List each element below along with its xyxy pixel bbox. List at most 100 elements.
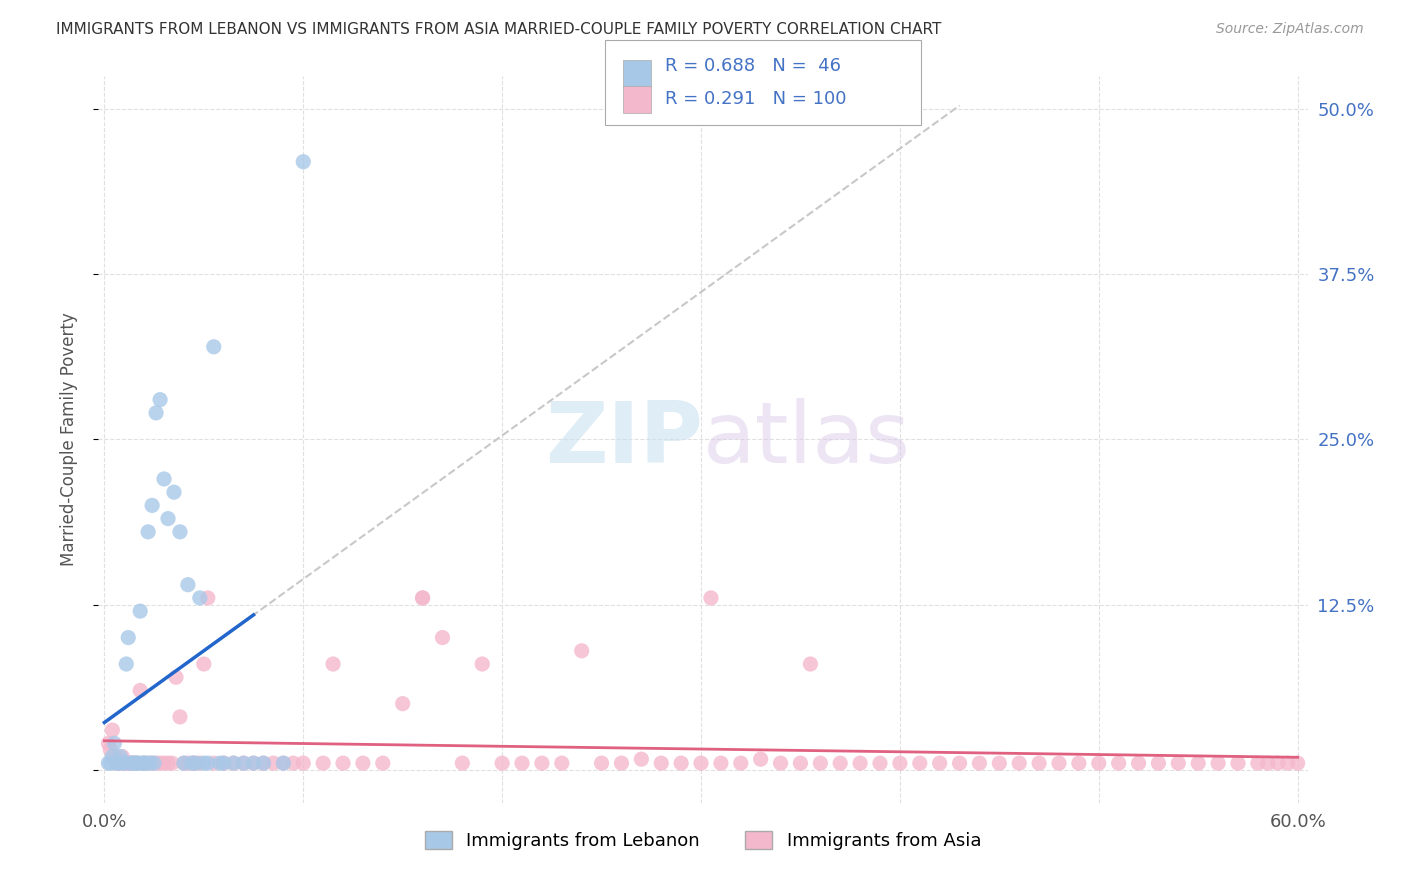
Point [591,756,613,771]
Point [136,756,159,771]
Point [232,756,254,771]
Point [111,756,134,771]
Point [97,756,120,771]
Point [183,756,205,771]
Point [222,756,245,771]
Legend: Immigrants from Lebanon, Immigrants from Asia: Immigrants from Lebanon, Immigrants from… [416,822,990,859]
Point [830,756,852,771]
Point [143,756,166,771]
Point [145,406,167,420]
Point [889,756,911,771]
Point [1147,756,1170,771]
Point [242,756,264,771]
Point [117,631,139,645]
Point [127,756,149,771]
Point [117,756,139,771]
Point [1167,756,1189,771]
Point [630,752,652,766]
Point [212,756,235,771]
Point [571,644,593,658]
Point [103,736,125,750]
Point [139,756,162,771]
Point [197,591,219,605]
Text: R = 0.688   N =  46: R = 0.688 N = 46 [665,57,841,75]
Point [710,756,733,771]
Point [208,756,231,771]
Point [121,756,143,771]
Point [115,756,138,771]
Point [177,756,200,771]
Point [551,756,574,771]
Point [157,756,180,771]
Point [131,756,153,771]
Point [690,756,713,771]
Point [222,756,245,771]
Point [808,756,831,771]
Point [371,756,394,771]
Point [173,756,195,771]
Point [212,756,235,771]
Point [101,723,124,737]
Text: atlas: atlas [703,398,911,481]
Point [134,756,156,771]
Point [193,657,215,671]
Point [312,756,335,771]
Point [173,756,195,771]
Point [988,756,1011,771]
Point [110,749,132,764]
Point [908,756,931,771]
Point [1067,756,1090,771]
Point [98,743,121,757]
Point [136,524,159,539]
Point [730,756,752,771]
Point [177,578,200,592]
Point [283,756,305,771]
Point [98,756,121,771]
Point [1257,756,1279,771]
Point [125,756,148,771]
Point [97,736,120,750]
Point [948,756,970,771]
Point [1187,756,1209,771]
Point [491,756,513,771]
Point [412,591,434,605]
Point [122,756,145,771]
Point [125,756,148,771]
Point [183,756,205,771]
Point [141,499,163,513]
Point [112,756,135,771]
Text: R = 0.291   N = 100: R = 0.291 N = 100 [665,90,846,108]
Point [169,524,191,539]
Point [202,340,225,354]
Point [149,756,172,771]
Point [111,749,134,764]
Point [121,756,143,771]
Point [112,756,135,771]
Point [135,756,157,771]
Point [153,472,176,486]
Point [262,756,284,771]
Point [1087,756,1109,771]
Point [1277,756,1299,771]
Point [352,756,374,771]
Point [273,756,295,771]
Point [101,749,124,764]
Point [105,756,128,771]
Point [122,756,145,771]
Point [252,756,274,771]
Point [1028,756,1050,771]
Point [849,756,872,771]
Point [1267,756,1289,771]
Point [1247,756,1270,771]
Point [242,756,264,771]
Point [610,756,633,771]
Point [669,756,692,771]
Point [110,756,132,771]
Point [115,657,138,671]
Point [969,756,991,771]
Point [273,756,295,771]
Point [391,697,413,711]
Point [129,604,152,618]
Point [197,756,219,771]
Point [129,683,152,698]
